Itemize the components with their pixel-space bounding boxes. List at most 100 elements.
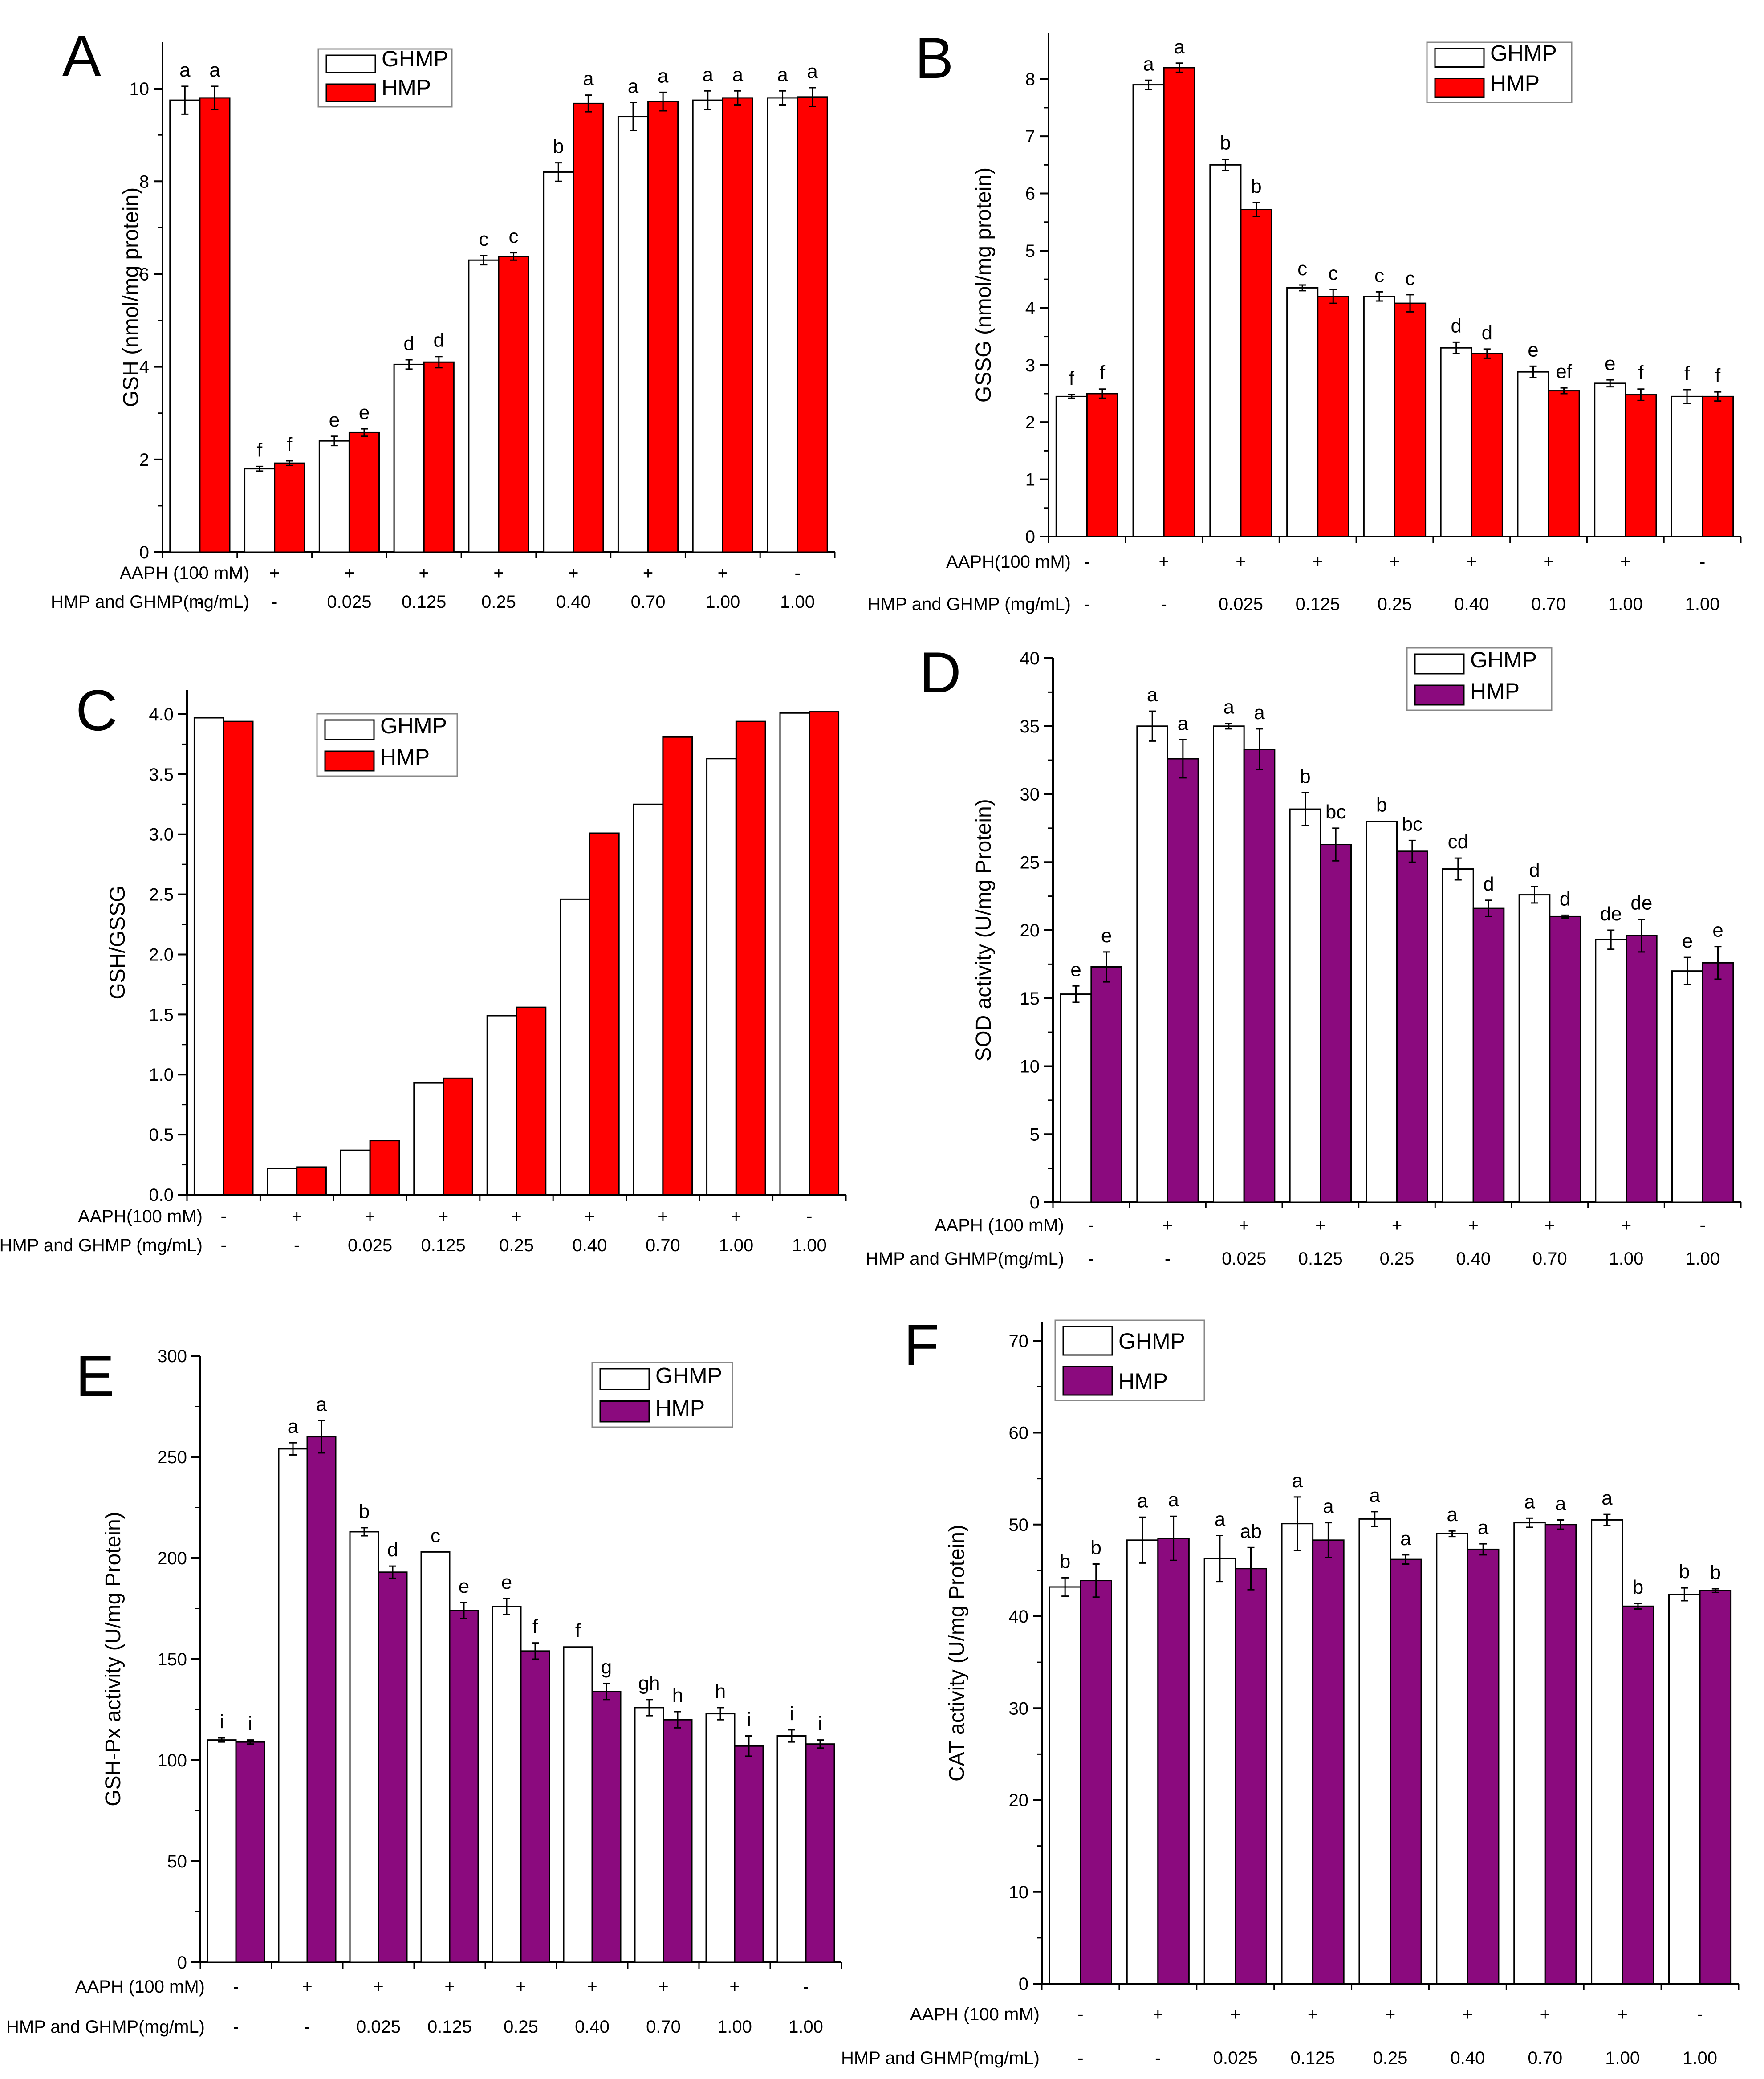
bar-hmp bbox=[306, 1436, 337, 1963]
legend-label-ghmp: GHMP bbox=[380, 713, 447, 738]
legend-label-ghmp: GHMP bbox=[655, 1363, 722, 1388]
bar-ghmp bbox=[1126, 1539, 1159, 1985]
significance-letter: a bbox=[628, 75, 639, 97]
bar-hmp bbox=[797, 96, 828, 553]
bar-ghmp bbox=[705, 1713, 736, 1963]
bar-hmp bbox=[199, 97, 231, 553]
bar-ghmp bbox=[207, 1739, 237, 1963]
bar-hmp bbox=[591, 1691, 622, 1963]
significance-letter: a bbox=[1137, 1490, 1148, 1512]
dose-value: 0.025 bbox=[356, 2017, 401, 2037]
dose-value: 0.125 bbox=[421, 1236, 466, 1255]
bar-hmp bbox=[1312, 1539, 1345, 1985]
y-tick-label: 6 bbox=[139, 264, 149, 284]
significance-letter: e bbox=[329, 409, 340, 431]
bar-ghmp bbox=[767, 97, 798, 553]
panel-d: D 0 5 10 15 20 25 30 35 40 SOD activity (U/mg Prot… bbox=[866, 640, 1742, 1269]
significance-letter: a bbox=[1168, 1489, 1179, 1511]
panel-letter: A bbox=[62, 23, 101, 88]
bar-ghmp bbox=[1591, 1519, 1623, 1985]
bar-hmp bbox=[235, 1741, 265, 1963]
bar-ghmp bbox=[1517, 371, 1549, 537]
dose-value: 0.70 bbox=[1528, 2048, 1562, 2068]
dose-value: - bbox=[272, 592, 277, 612]
dose-value: - bbox=[1084, 594, 1090, 614]
aaph-value: + bbox=[1385, 2005, 1395, 2024]
significance-letter: g bbox=[601, 1656, 612, 1678]
bar-hmp bbox=[805, 1743, 835, 1963]
significance-letter: a bbox=[1555, 1493, 1566, 1514]
dose-value: - bbox=[1088, 1249, 1094, 1269]
significance-letter: c bbox=[1297, 258, 1307, 280]
legend-label-hmp: HMP bbox=[1118, 1369, 1168, 1394]
aaph-row-label: AAPH (100 mM) bbox=[120, 563, 249, 583]
significance-letter: a bbox=[1147, 684, 1158, 706]
aaph-value: + bbox=[658, 1977, 668, 1997]
y-tick-label: 2 bbox=[1025, 413, 1035, 432]
significance-letter: d bbox=[403, 333, 414, 354]
bar-ghmp bbox=[1513, 1522, 1546, 1985]
significance-letter: ef bbox=[1556, 361, 1572, 382]
aaph-value: - bbox=[1077, 2005, 1083, 2024]
dose-value: 1.00 bbox=[717, 2017, 752, 2037]
dose-value: 0.025 bbox=[1222, 1249, 1266, 1269]
dose-row-label: HMP and GHMP(mg/mL) bbox=[51, 592, 249, 612]
dose-value: 1.00 bbox=[705, 592, 740, 612]
aaph-value: + bbox=[1315, 1216, 1325, 1235]
bar-hmp bbox=[369, 1140, 400, 1196]
significance-letter: b bbox=[1710, 1562, 1721, 1583]
bar-hmp bbox=[296, 1166, 327, 1196]
bar-ghmp bbox=[420, 1551, 451, 1963]
dose-value: 0.40 bbox=[575, 2017, 610, 2037]
aaph-value: + bbox=[643, 563, 653, 583]
y-axis-title: CAT activity (U/mg Protein) bbox=[945, 1525, 969, 1782]
y-tick-label: 30 bbox=[1009, 1699, 1029, 1718]
significance-letter: h bbox=[715, 1680, 726, 1702]
bar-hmp bbox=[423, 361, 455, 553]
significance-letter: b bbox=[1220, 132, 1231, 154]
aaph-value: + bbox=[1239, 1216, 1249, 1235]
significance-letter: d bbox=[1482, 322, 1492, 344]
significance-letter: e bbox=[1528, 339, 1538, 361]
bar-ghmp bbox=[1209, 164, 1242, 537]
aaph-value: + bbox=[658, 1207, 668, 1226]
significance-letter: i bbox=[818, 1713, 822, 1735]
aaph-value: + bbox=[511, 1207, 521, 1226]
significance-letter: a bbox=[1178, 712, 1189, 734]
dose-value: 1.00 bbox=[1608, 594, 1643, 614]
significance-letter: i bbox=[747, 1709, 751, 1731]
y-tick-label: 60 bbox=[1009, 1424, 1029, 1443]
bar-ghmp bbox=[776, 1735, 807, 1963]
significance-letter: e bbox=[1682, 930, 1693, 952]
dose-value: 0.25 bbox=[481, 592, 516, 612]
bar-ghmp bbox=[267, 1168, 298, 1196]
significance-letter: f bbox=[257, 439, 263, 461]
significance-letter: a bbox=[1215, 1509, 1226, 1530]
dose-row-label: HMP and GHMP (mg/mL) bbox=[0, 1236, 203, 1255]
bar-hmp bbox=[1090, 966, 1122, 1203]
dose-row-label: HMP and GHMP(mg/mL) bbox=[866, 1249, 1064, 1269]
significance-letter: c bbox=[509, 226, 519, 248]
bar-ghmp bbox=[1366, 821, 1398, 1203]
bar-hmp bbox=[1086, 393, 1119, 537]
aaph-value: - bbox=[806, 1207, 812, 1226]
y-tick-label: 3.5 bbox=[149, 765, 174, 785]
dose-row-label: HMP and GHMP(mg/mL) bbox=[841, 2048, 1040, 2068]
dose-value: - bbox=[1077, 2048, 1083, 2068]
y-tick-label: 5 bbox=[1030, 1125, 1040, 1144]
bar-ghmp bbox=[468, 259, 500, 553]
y-tick-label: 2.0 bbox=[149, 945, 174, 964]
y-tick-label: 25 bbox=[1020, 853, 1040, 872]
bar-hmp bbox=[647, 101, 679, 553]
bar-hmp bbox=[1080, 1580, 1112, 1985]
panel-letter: B bbox=[915, 25, 954, 90]
bar-hmp bbox=[1243, 749, 1276, 1203]
bar-hmp bbox=[589, 832, 620, 1196]
aaph-value: + bbox=[1392, 1216, 1402, 1235]
significance-letter: a bbox=[209, 59, 220, 81]
dose-value: 1.00 bbox=[1605, 2048, 1640, 2068]
bar-hmp bbox=[1467, 1548, 1500, 1985]
dose-value: 0.125 bbox=[1298, 1249, 1343, 1269]
significance-letter: a bbox=[807, 61, 818, 82]
significance-letter: b bbox=[1090, 1537, 1101, 1558]
